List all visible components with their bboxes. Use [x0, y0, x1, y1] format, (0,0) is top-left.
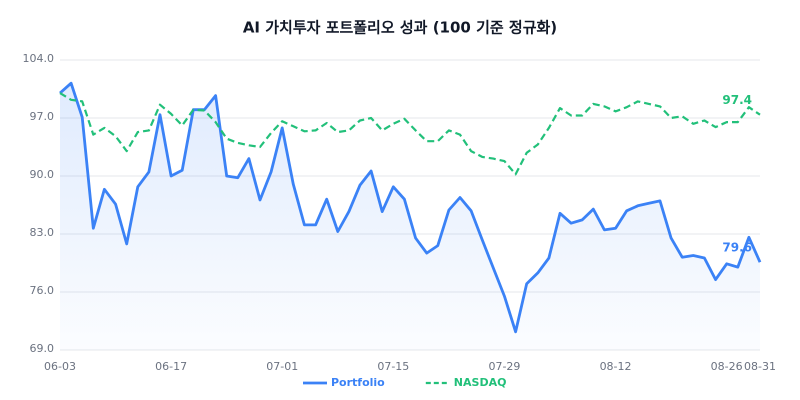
- x-tick-label: 08-26: [711, 360, 743, 373]
- x-tick-label: 07-15: [377, 360, 409, 373]
- x-tick-label: 08-12: [600, 360, 632, 373]
- value-label: 79.6: [722, 241, 752, 255]
- x-tick-label: 06-17: [155, 360, 187, 373]
- line: [59, 81, 762, 334]
- legend-label: NASDAQ: [454, 376, 507, 389]
- y-tick-label: 69.0: [30, 342, 55, 355]
- x-tick-label: 08-31: [744, 360, 776, 373]
- y-tick-label: 104.0: [23, 52, 55, 65]
- y-tick-label: 83.0: [30, 226, 55, 239]
- line: [59, 92, 761, 176]
- value-label: 97.4: [722, 93, 752, 107]
- x-tick-label: 07-29: [488, 360, 520, 373]
- y-tick-label: 97.0: [30, 110, 55, 123]
- y-tick-label: 90.0: [30, 168, 55, 181]
- x-tick-label: 06-03: [44, 360, 76, 373]
- legend-label: Portfolio: [331, 376, 385, 389]
- area: [60, 83, 760, 350]
- x-tick-label: 07-01: [266, 360, 298, 373]
- y-tick-label: 76.0: [30, 284, 55, 297]
- chart-title: AI 가치투자 포트폴리오 성과 (100 기준 정규화): [243, 19, 557, 37]
